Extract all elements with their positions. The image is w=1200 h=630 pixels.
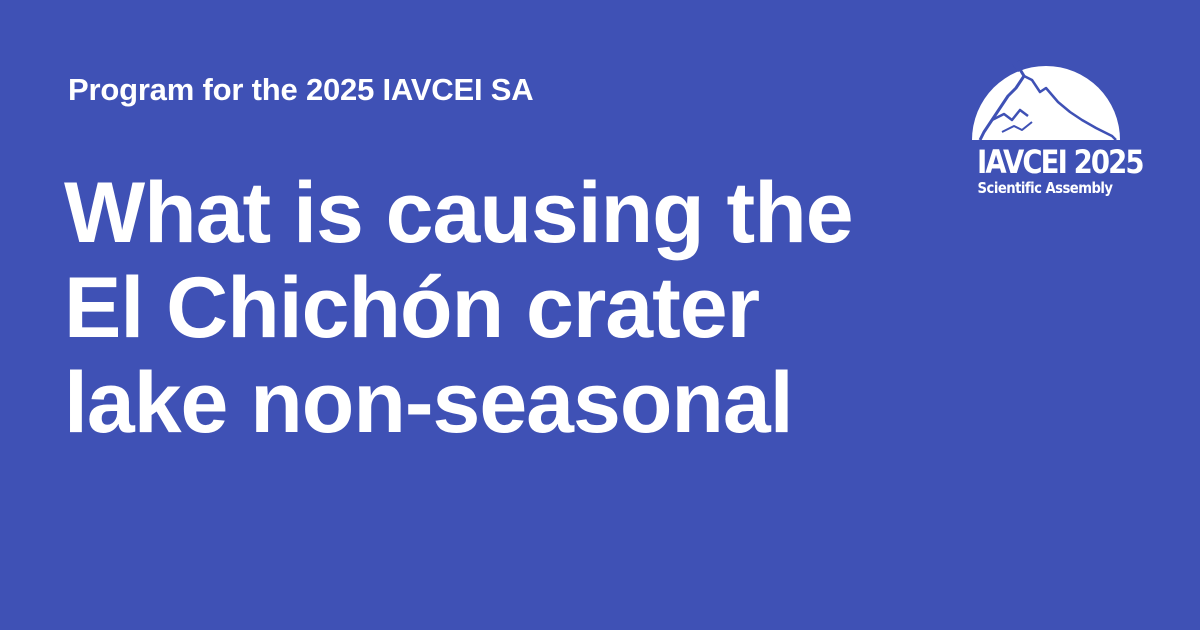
abstract-title: What is causing the El Chichón crater la… bbox=[64, 166, 944, 451]
title-line: El Chichón crater bbox=[64, 260, 760, 356]
logo-title: IAVCEI 2025 bbox=[977, 143, 1144, 181]
iavcei-logo: IAVCEI 2025 Scientific Assembly bbox=[966, 58, 1145, 208]
program-label: Program for the 2025 IAVCEI SA bbox=[68, 72, 534, 107]
title-line: What is causing the bbox=[64, 165, 854, 261]
volcano-dome-icon bbox=[972, 60, 1120, 141]
title-line: lake non-seasonal bbox=[64, 355, 794, 451]
logo-subtitle: Scientific Assembly bbox=[977, 179, 1113, 197]
